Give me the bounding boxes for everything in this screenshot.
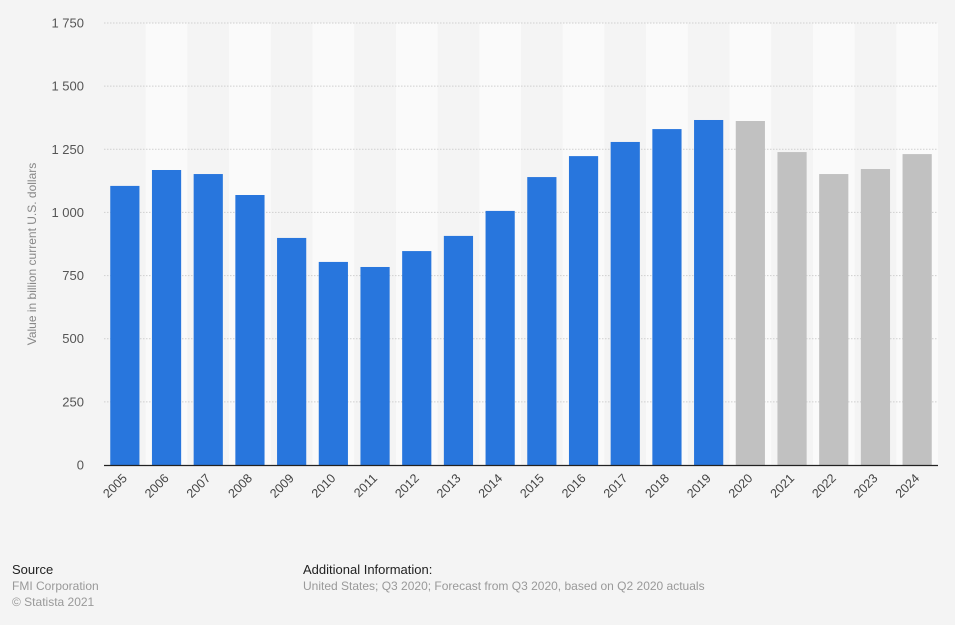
bar-2023[interactable] bbox=[860, 168, 891, 466]
y-tick-label: 250 bbox=[62, 394, 84, 409]
additional-info-heading: Additional Information: bbox=[303, 562, 433, 577]
x-tick-label: 2005 bbox=[100, 471, 130, 501]
source-heading: Source bbox=[12, 562, 54, 577]
y-axis-title: Value in billion current U.S. dollars bbox=[25, 163, 39, 346]
x-tick-label: 2015 bbox=[517, 471, 547, 501]
additional-info-text: United States; Q3 2020; Forecast from Q3… bbox=[303, 579, 705, 593]
source-block: Source FMI Corporation © Statista 2021 bbox=[12, 562, 99, 610]
bar-2022[interactable] bbox=[819, 174, 849, 465]
x-tick-label: 2024 bbox=[893, 471, 923, 501]
bar-2019[interactable] bbox=[694, 119, 724, 465]
y-axis-ticks: 0 250 500 750 1 000 1 250 1 500 1 750 bbox=[51, 16, 84, 473]
x-tick-label: 2020 bbox=[726, 471, 756, 501]
x-tick-label: 2007 bbox=[184, 471, 214, 501]
x-tick-label: 2018 bbox=[643, 471, 673, 501]
y-tick-label: 500 bbox=[62, 331, 84, 346]
bar-2009[interactable] bbox=[277, 237, 307, 465]
bar-2007[interactable] bbox=[193, 174, 223, 465]
x-tick-label: 2014 bbox=[476, 471, 506, 501]
x-tick-label: 2012 bbox=[392, 471, 422, 501]
bar-2005[interactable] bbox=[110, 185, 140, 465]
bar-2010[interactable] bbox=[318, 261, 348, 465]
source-name[interactable]: FMI Corporation bbox=[12, 579, 99, 593]
x-tick-label: 2023 bbox=[851, 471, 881, 501]
bar-2012[interactable] bbox=[402, 251, 432, 465]
bar-2021[interactable] bbox=[777, 152, 807, 465]
bar-2014[interactable] bbox=[485, 210, 515, 465]
y-tick-label: 1 250 bbox=[51, 142, 84, 157]
additional-info-block: Additional Information: United States; Q… bbox=[303, 562, 705, 594]
x-tick-label: 2013 bbox=[434, 471, 464, 501]
x-tick-label: 2008 bbox=[226, 471, 256, 501]
y-tick-label: 750 bbox=[62, 268, 84, 283]
x-tick-label: 2019 bbox=[684, 471, 714, 501]
bar-2020[interactable] bbox=[735, 120, 765, 465]
x-tick-label: 2010 bbox=[309, 471, 339, 501]
bars bbox=[110, 119, 932, 466]
y-tick-label: 1 750 bbox=[51, 16, 84, 31]
x-tick-label: 2009 bbox=[267, 471, 297, 501]
x-tick-label: 2021 bbox=[768, 471, 798, 501]
x-tick-label: 2017 bbox=[601, 471, 631, 501]
y-tick-label: 0 bbox=[77, 458, 84, 473]
bar-2016[interactable] bbox=[568, 156, 599, 465]
x-tick-label: 2022 bbox=[809, 471, 839, 501]
x-tick-label: 2016 bbox=[559, 471, 589, 501]
bar-2006[interactable] bbox=[151, 169, 182, 465]
bar-2015[interactable] bbox=[527, 177, 557, 465]
x-tick-label: 2006 bbox=[142, 471, 172, 501]
bar-2018[interactable] bbox=[652, 129, 682, 465]
x-axis-ticks: 2005 2006 2007 2008 2009 2010 2011 2012 2013 2014… bbox=[100, 471, 922, 501]
bar-2011[interactable] bbox=[360, 266, 390, 465]
y-tick-label: 1 000 bbox=[51, 205, 84, 220]
bar-2024[interactable] bbox=[902, 154, 932, 465]
x-tick-label: 2011 bbox=[351, 471, 380, 500]
y-tick-label: 1 500 bbox=[51, 79, 84, 94]
copyright: © Statista 2021 bbox=[12, 595, 95, 609]
bar-2013[interactable] bbox=[443, 235, 474, 465]
bar-2008[interactable] bbox=[235, 195, 265, 465]
bar-2017[interactable] bbox=[610, 141, 640, 466]
